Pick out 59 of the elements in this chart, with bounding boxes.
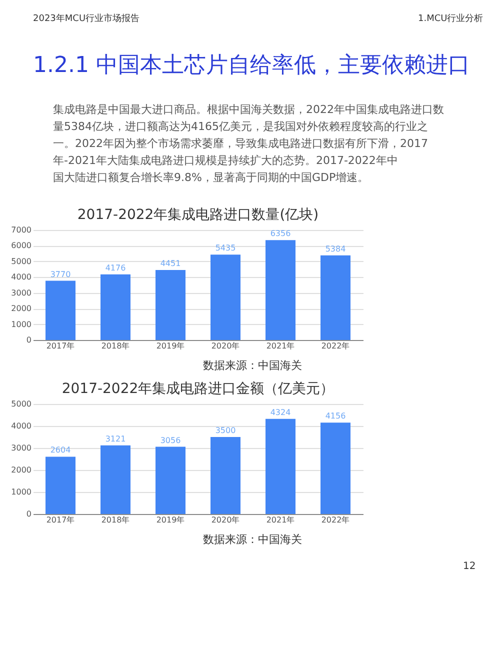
y-tick-label: 6000 — [11, 241, 32, 250]
bar — [46, 280, 76, 340]
bar — [210, 437, 240, 514]
y-tick-label: 4000 — [11, 422, 32, 430]
x-tick-label: 2017年 — [46, 342, 75, 350]
bar — [266, 418, 296, 514]
bar — [100, 445, 130, 514]
data-label: 6356 — [270, 229, 291, 238]
data-label: 2604 — [50, 446, 71, 455]
x-tick-label: 2021年 — [266, 516, 295, 524]
bar — [266, 240, 296, 340]
y-tick-label: 4000 — [11, 272, 32, 282]
y-tick-label: 1000 — [11, 320, 32, 329]
data-label: 5435 — [215, 244, 236, 253]
x-tick-label: 2018年 — [101, 342, 130, 350]
data-label: 4156 — [325, 412, 346, 421]
data-label: 3500 — [215, 426, 236, 435]
text: 12 — [463, 561, 476, 572]
data-label: 4451 — [160, 259, 181, 268]
y-tick-label: 5000 — [11, 256, 32, 266]
bar — [210, 254, 240, 340]
y-tick-label: 2000 — [11, 304, 32, 314]
x-tick-label: 2022年 — [321, 342, 350, 350]
x-tick-label: 2017年 — [46, 516, 75, 524]
text: 集成电路是中国最大进口商品。根据中国海关数据，2022年中国集成电路进口数量5384亿块，进口额高达为4165亿美元，是我国对外依赖程度较高的行业之一。2022年因为整个市场需求萎靡，导致集成电路进口数据有所下滑，2017年-2021年大陆集成电路进口规模是持续扩大的态势。2017-2022年中国大陆进口额复合增长率9.8%，显著高于同期的中国GDP增速。 — [53, 103, 444, 184]
bar — [156, 446, 186, 514]
x-tick-label: 2021年 — [266, 342, 295, 350]
x-tick-label: 2020年 — [211, 342, 240, 350]
x-tick-label: 2022年 — [321, 516, 350, 524]
text: 1.2.1 中国本土芯片自给率低，主要依赖进口 — [33, 53, 470, 78]
data-label: 4176 — [105, 263, 126, 272]
x-tick-label: 2020年 — [211, 516, 240, 524]
y-tick-label: 3000 — [11, 288, 32, 298]
x-tick-label: 2018年 — [101, 516, 130, 524]
source-note: 数据来源：中国海关 — [203, 359, 302, 372]
y-tick-label: 7000 — [11, 226, 32, 234]
source-note: 数据来源：中国海关 — [203, 533, 302, 546]
bar — [320, 422, 350, 514]
y-tick-label: 5000 — [11, 400, 32, 408]
y-tick-label: 2000 — [11, 466, 32, 474]
chart-title: 2017-2022年集成电路进口金额（亿美元） — [62, 381, 334, 397]
data-label: 3121 — [105, 434, 126, 444]
text: 2023年MCU行业市场报告 — [33, 13, 140, 24]
data-label: 4324 — [270, 408, 291, 417]
data-label: 3770 — [50, 270, 71, 279]
y-tick-label: 0 — [26, 510, 32, 518]
data-label: 5384 — [325, 244, 346, 254]
y-tick-label: 1000 — [11, 488, 32, 496]
y-tick-label: 3000 — [11, 444, 32, 452]
bar — [100, 274, 130, 340]
bar — [156, 270, 186, 340]
bar — [320, 255, 350, 340]
text: 1.MCU行业分析 — [418, 13, 484, 24]
data-label: 3056 — [160, 436, 181, 445]
x-tick-label: 2019年 — [156, 342, 185, 350]
y-tick-label: 0 — [26, 336, 32, 344]
chart-title: 2017-2022年集成电路进口数量(亿块) — [77, 207, 319, 223]
x-tick-label: 2019年 — [156, 516, 185, 524]
bar — [46, 456, 76, 514]
